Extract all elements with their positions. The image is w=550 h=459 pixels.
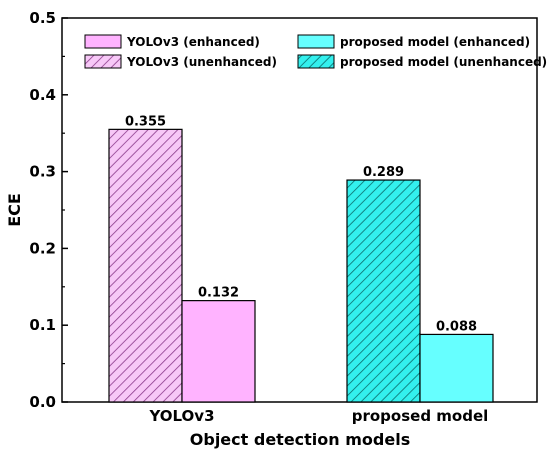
y-tick-label: 0.1 [29,316,56,334]
y-tick-label: 0.3 [29,163,56,181]
x-axis-title: Object detection models [190,430,410,449]
legend-swatch [84,54,122,69]
legend-swatch [297,34,335,49]
legend-swatch [84,34,122,49]
bars-group [108,128,494,403]
bar-value-label: 0.355 [125,114,166,129]
y-tick-label: 0.0 [29,393,56,411]
bar [419,333,494,403]
y-tick-label: 0.4 [29,86,56,104]
bar-value-label: 0.132 [198,286,239,301]
y-axis-title: ECE [5,193,24,227]
y-axis: 0.0 0.1 0.2 0.3 0.4 0.5 [29,9,68,411]
legend-entry-label: YOLOv3 (enhanced) [126,35,260,49]
bar [108,128,183,403]
bar [346,179,421,403]
legend-entry-label: proposed model (enhanced) [340,35,530,49]
legend-entry-label: proposed model (unenhanced) [340,55,547,69]
bar-value-label: 0.289 [363,165,404,180]
y-tick-label: 0.5 [29,9,56,27]
x-tick-label: proposed model [352,407,489,425]
bar-value-label: 0.088 [436,319,477,334]
y-tick-label: 0.2 [29,239,56,257]
x-tick-label: YOLOv3 [148,407,214,425]
legend: YOLOv3 (enhanced) proposed model (enhance… [84,34,547,69]
bar [181,300,256,403]
legend-entry-label: YOLOv3 (unenhanced) [126,55,277,69]
data-labels-group: 0.355 0.132 0.289 0.088 [125,114,477,334]
legend-swatch [297,54,335,69]
